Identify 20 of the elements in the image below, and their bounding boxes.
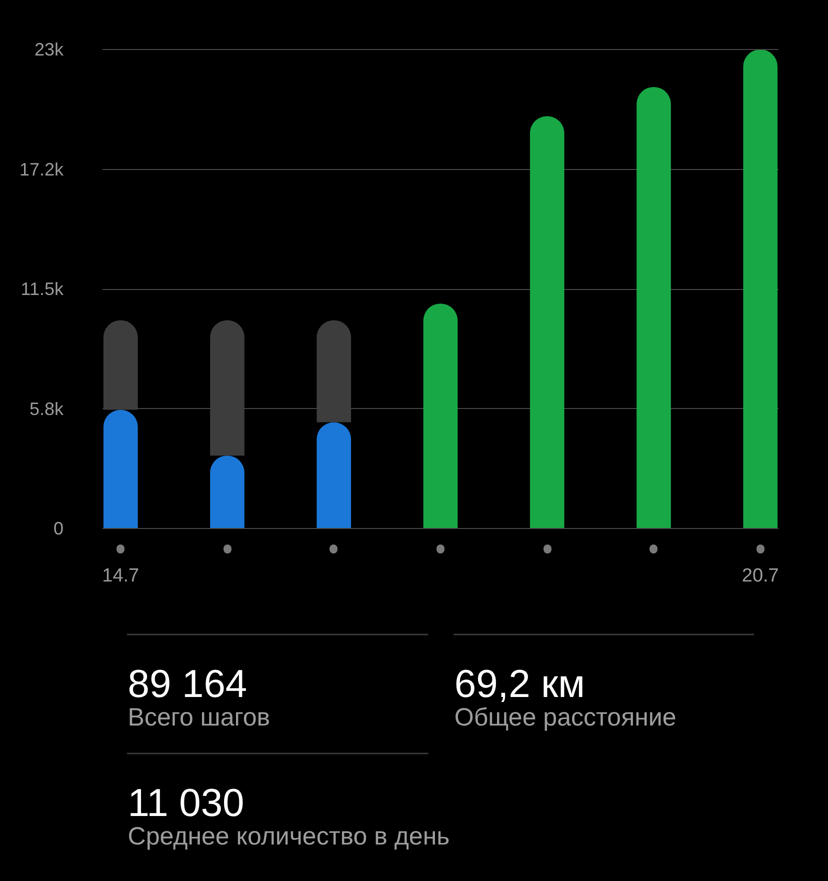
text: 11 030 — [128, 782, 244, 825]
bar — [530, 116, 564, 528]
bar — [743, 50, 778, 528]
text: Общее расстояние — [454, 704, 676, 732]
text: Среднее количество в день — [128, 822, 450, 850]
text: 69,2 км — [454, 663, 586, 706]
bar — [210, 456, 244, 528]
text: 89 164 — [128, 663, 248, 706]
x-tick-label: 14.7 — [102, 566, 140, 586]
y-tick-label: 11.5k — [20, 279, 64, 299]
bar — [316, 422, 352, 528]
y-tick-label: 5.8k — [29, 398, 64, 419]
y-tick-label: 0 — [53, 518, 64, 538]
y-tick-label: 23k — [34, 40, 64, 60]
text: Всего шагов — [128, 704, 270, 732]
bar — [636, 86, 671, 528]
x-tick-label: 20.7 — [742, 566, 779, 586]
y-tick-label: 17.2k — [19, 159, 64, 180]
bar — [103, 410, 138, 528]
bar — [423, 304, 458, 528]
